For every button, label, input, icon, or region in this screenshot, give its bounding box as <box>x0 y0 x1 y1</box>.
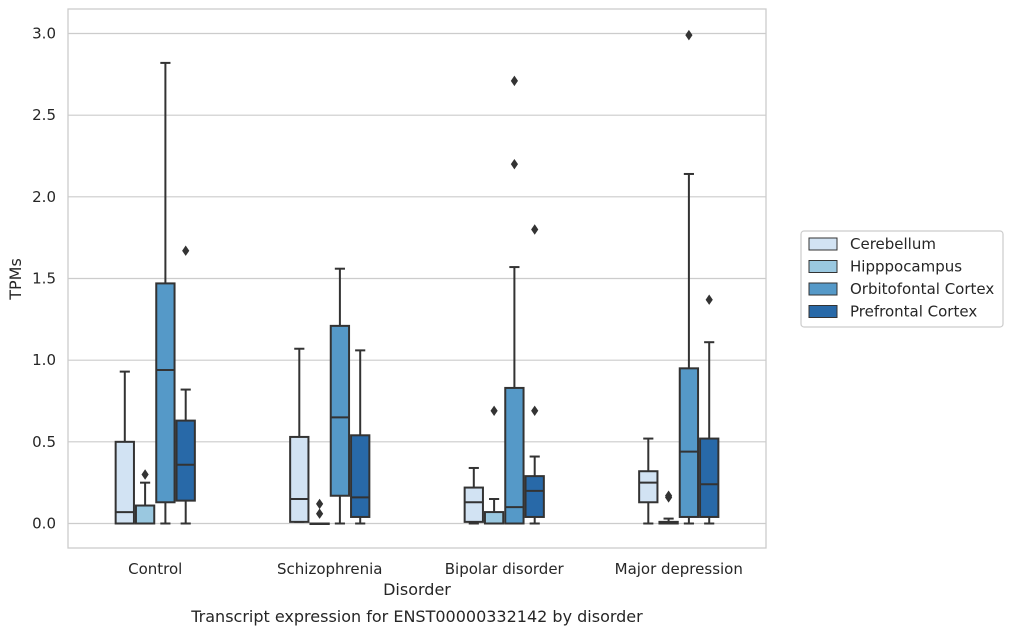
series-cerebellum <box>114 347 659 525</box>
y-axis-label: TPMs <box>6 258 25 301</box>
box-iqr <box>504 386 525 525</box>
legend-swatch <box>808 282 838 296</box>
box-plot <box>309 498 330 525</box>
outlier-point <box>316 498 324 510</box>
outlier-point <box>685 29 693 41</box>
x-tick-label: Bipolar disorder <box>445 560 565 578</box>
outlier-point <box>531 224 539 235</box>
y-tick-label: 1.0 <box>32 351 56 369</box>
legend-label: Hipppocampus <box>850 258 962 276</box>
series-hipppocampus <box>134 405 679 525</box>
box-iqr <box>483 511 505 525</box>
y-tick-label: 2.5 <box>32 106 56 124</box>
box-plot <box>155 61 176 525</box>
x-tick-label: Schizophrenia <box>277 560 382 578</box>
box-iqr <box>524 475 545 518</box>
plot-frame <box>67 8 767 549</box>
outlier-point <box>490 405 498 416</box>
box-iqr <box>289 435 310 523</box>
box-iqr <box>463 486 484 523</box>
legend-swatch <box>808 260 838 273</box>
box-plot <box>483 405 505 525</box>
x-tick-label: Major depression <box>615 560 743 578</box>
series-orbitofontal-cortex <box>155 29 700 525</box>
outlier-point <box>316 508 324 519</box>
legend-item: Hipppocampus <box>808 258 962 276</box>
box-iqr <box>114 440 135 525</box>
box-iqr <box>638 470 659 504</box>
legend-label: Orbitofontal Cortex <box>850 280 994 298</box>
box-iqr <box>329 324 351 497</box>
x-axis-ticks: Control Schizophrenia Bipolar disorder Majo… <box>128 560 743 578</box>
outlier-point <box>141 469 149 480</box>
box-plot <box>289 347 310 523</box>
legend-swatch <box>808 305 838 318</box>
outlier-point <box>182 245 190 256</box>
box-plot <box>350 349 371 525</box>
box-iqr <box>699 437 720 518</box>
box-plot-series <box>114 29 720 525</box>
box-plot <box>463 466 484 525</box>
x-tick-label: Control <box>128 560 182 578</box>
y-tick-label: 2.0 <box>32 188 56 206</box>
box-plot <box>699 294 720 525</box>
legend-item: Cerebellum <box>808 235 936 253</box>
series-prefrontal-cortex <box>175 224 720 525</box>
legend-label: Cerebellum <box>850 235 936 253</box>
box-plot <box>114 370 135 525</box>
y-axis-ticks: 0.0 0.5 1.0 1.5 2.0 2.5 3.0 <box>32 25 56 533</box>
outlier-point <box>665 490 673 501</box>
box-plot <box>524 224 545 525</box>
y-tick-label: 1.5 <box>32 270 56 288</box>
box-iqr <box>678 367 700 518</box>
box-iqr <box>134 504 156 525</box>
box-plot <box>638 437 659 525</box>
y-tick-label: 3.0 <box>32 25 56 43</box>
box-plot <box>678 29 700 525</box>
outlier-point <box>510 75 518 87</box>
box-iqr <box>175 419 196 502</box>
legend-label: Prefrontal Cortex <box>850 303 977 321</box>
y-tick-label: 0.5 <box>32 433 56 451</box>
legend-frame <box>800 230 1004 328</box>
y-tick-label: 0.0 <box>32 515 56 533</box>
box-iqr <box>155 282 176 504</box>
box-plot <box>329 267 351 525</box>
outlier-point <box>531 405 539 416</box>
chart-caption: Transcript expression for ENST0000033214… <box>190 607 643 626</box>
legend-swatch <box>808 237 838 251</box>
outlier-point <box>705 294 713 305</box>
box-plot <box>658 490 679 525</box>
x-axis-label: Disorder <box>383 580 451 599</box>
legend: Cerebellum Hipppocampus Orbitofontal Corte… <box>800 230 1004 328</box>
box-plot <box>175 245 196 525</box>
box-iqr <box>350 434 371 518</box>
outlier-point <box>510 158 518 170</box>
legend-item: Orbitofontal Cortex <box>808 280 994 298</box>
legend-item: Prefrontal Cortex <box>808 303 977 321</box>
box-plot <box>134 469 156 525</box>
box-plot <box>504 75 525 525</box>
